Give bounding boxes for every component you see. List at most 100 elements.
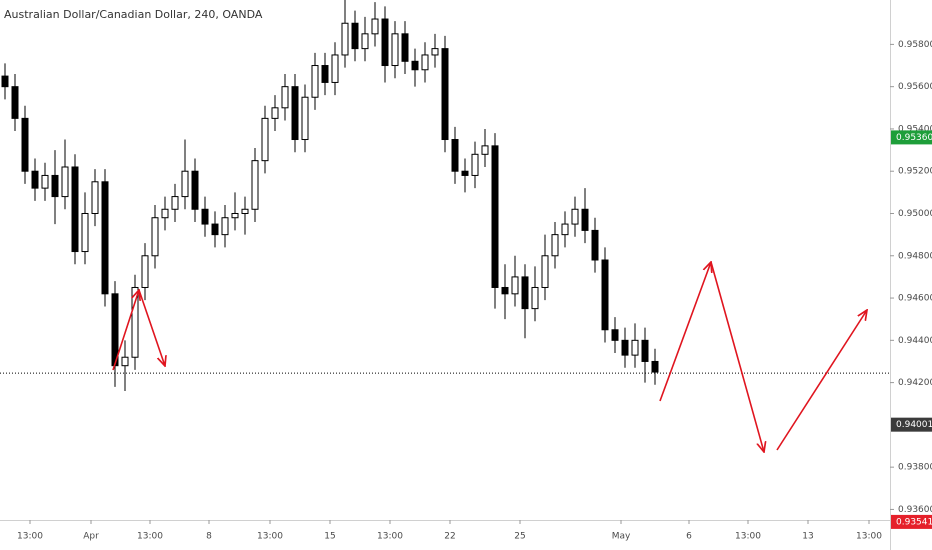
candle-body — [261, 117, 269, 162]
candle-body — [41, 174, 49, 189]
candle-body — [471, 153, 479, 176]
y-tick-label: 0.94800 — [898, 251, 932, 261]
candle-body — [521, 276, 529, 310]
y-tick-label: 0.94400 — [898, 336, 932, 346]
candle-body — [391, 33, 399, 67]
candle-body — [401, 33, 409, 62]
candle-body — [431, 48, 439, 56]
price-label-box — [891, 417, 932, 432]
candle-body — [551, 234, 559, 257]
arrow — [138, 289, 165, 366]
candle-body — [141, 255, 149, 288]
y-tick-label: 0.95200 — [898, 167, 932, 177]
candle-body — [301, 96, 309, 141]
candle-body — [491, 145, 499, 288]
y-tick-label: 0.93800 — [898, 463, 932, 473]
candle-body — [251, 160, 259, 210]
candle-body — [151, 217, 159, 257]
candle-body — [81, 212, 89, 253]
candle-body — [171, 196, 179, 210]
candle-body — [131, 286, 139, 358]
candle-body — [341, 22, 349, 56]
candle-body — [651, 360, 659, 373]
candle-body — [371, 18, 379, 35]
price-label: 0.93541 — [896, 517, 932, 527]
candle-body — [91, 181, 99, 214]
x-tick-label: 13:00 — [257, 532, 283, 542]
y-tick-label: 0.94200 — [898, 378, 932, 388]
price-label-box — [891, 514, 932, 529]
arrow — [776, 310, 867, 451]
candle-body — [31, 170, 39, 189]
drawings — [112, 261, 867, 452]
candle-body — [291, 86, 299, 141]
candle-body — [641, 339, 649, 362]
candle-body — [241, 208, 249, 214]
candle-body — [541, 255, 549, 288]
candle-body — [461, 170, 469, 176]
candle-body — [21, 117, 29, 172]
chart-title: Australian Dollar/Canadian Dollar, 240, … — [4, 8, 263, 21]
candle-body — [361, 33, 369, 50]
candle-body — [231, 212, 239, 219]
x-tick-label: 15 — [324, 532, 335, 542]
candle-body — [611, 329, 619, 341]
candle-body — [511, 276, 519, 295]
candle-body — [531, 286, 539, 310]
candle-body — [571, 208, 579, 225]
candle-body — [591, 229, 599, 261]
candle-body — [161, 208, 169, 219]
x-tick-label: 6 — [686, 532, 692, 542]
candle-body — [321, 65, 329, 83]
y-tick-label: 0.95600 — [898, 82, 932, 92]
candle-body — [381, 18, 389, 67]
y-tick-label: 0.95800 — [898, 40, 932, 50]
plot-area — [0, 0, 890, 392]
candle-body — [411, 60, 419, 71]
x-tick-label: 13 — [802, 532, 813, 542]
y-tick-label: 0.95400 — [898, 124, 932, 134]
x-tick-label: 13:00 — [735, 532, 761, 542]
candle-body — [561, 223, 569, 236]
x-tick-label: 13:00 — [137, 532, 163, 542]
arrow — [112, 290, 139, 371]
candle-body — [221, 217, 229, 236]
y-tick-label: 0.93600 — [898, 505, 932, 515]
x-tick-label: 13:00 — [377, 532, 403, 542]
y-tick-label: 0.95000 — [898, 209, 932, 219]
x-tick-label: 13:00 — [856, 532, 882, 542]
x-tick-label: Apr — [83, 532, 99, 542]
price-label-box — [891, 130, 932, 145]
candle-body — [11, 86, 19, 119]
x-tick-label: 8 — [206, 532, 212, 542]
candle-body — [481, 145, 489, 155]
candle-body — [351, 22, 359, 50]
x-tick-label: 13:00 — [17, 532, 43, 542]
candle-body — [441, 48, 449, 141]
candle-body — [121, 356, 129, 367]
candle-body — [211, 223, 219, 236]
candle-body — [331, 54, 339, 83]
candle-body — [201, 208, 209, 225]
candle-body — [61, 166, 69, 198]
arrow — [710, 261, 764, 452]
candle-body — [621, 339, 629, 356]
candle-body — [311, 65, 319, 98]
y-tick-label: 0.94600 — [898, 294, 932, 304]
candle-body — [581, 208, 589, 231]
candle-body — [421, 54, 429, 71]
price-label: 0.95360 — [896, 133, 932, 143]
candle-body — [101, 181, 109, 295]
candle-body — [181, 170, 189, 198]
candle-body — [501, 286, 509, 295]
candle-body — [281, 86, 289, 109]
x-tick-label: May — [612, 532, 631, 542]
candle-body — [71, 166, 79, 253]
candle-body — [601, 259, 609, 331]
candle-body — [1, 75, 9, 88]
candle-body — [631, 339, 639, 356]
x-tick-label: 22 — [444, 532, 455, 542]
